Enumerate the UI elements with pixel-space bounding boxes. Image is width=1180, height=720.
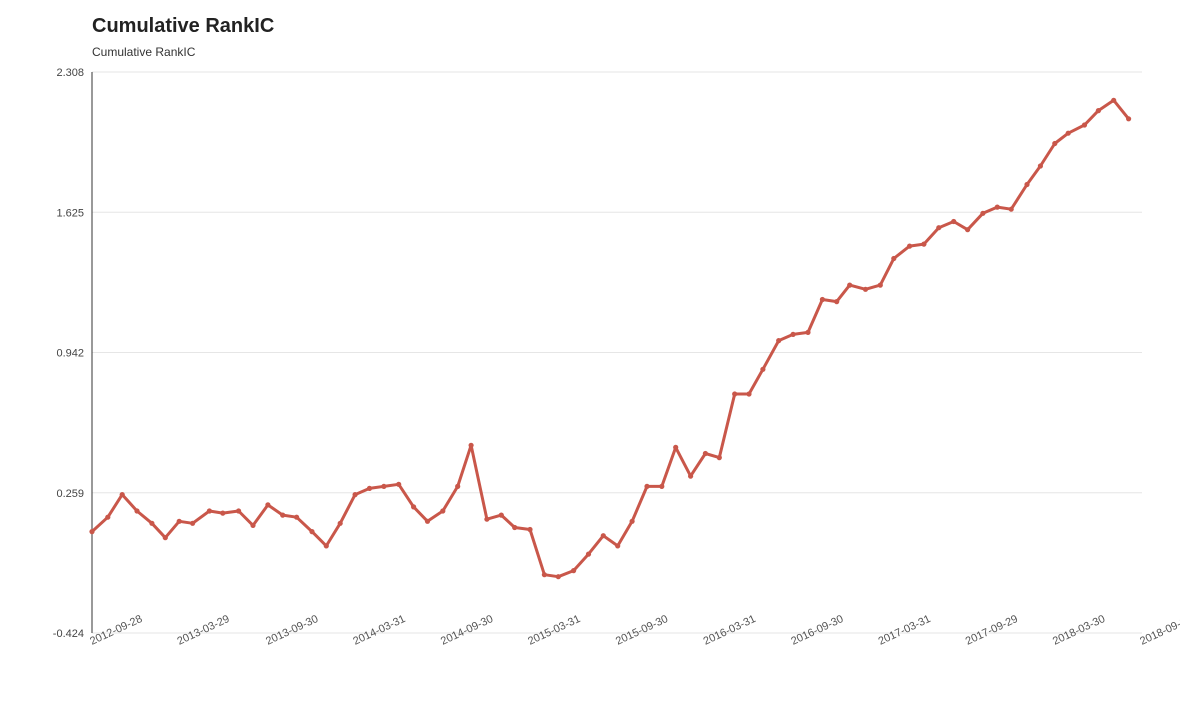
data-point[interactable] bbox=[206, 508, 212, 514]
data-point[interactable] bbox=[352, 492, 358, 498]
data-point[interactable] bbox=[847, 282, 853, 288]
data-point[interactable] bbox=[190, 520, 196, 526]
x-tick-label: 2013-09-30 bbox=[264, 613, 320, 648]
x-tick-label: 2018-09-28 bbox=[1138, 613, 1180, 648]
data-point[interactable] bbox=[688, 473, 694, 479]
data-point[interactable] bbox=[891, 255, 897, 262]
x-tick-label: 2017-09-29 bbox=[964, 613, 1020, 648]
data-point[interactable] bbox=[250, 522, 256, 529]
chart-title: Cumulative RankIC bbox=[92, 15, 275, 37]
data-point[interactable] bbox=[541, 572, 548, 578]
y-tick-label: 0.259 bbox=[56, 488, 84, 500]
data-point[interactable] bbox=[732, 391, 738, 397]
data-point[interactable] bbox=[294, 514, 300, 520]
data-point[interactable] bbox=[105, 514, 111, 520]
data-point[interactable] bbox=[629, 518, 635, 524]
y-tick-label: -0.424 bbox=[53, 628, 84, 640]
data-point[interactable] bbox=[396, 481, 402, 487]
x-tick-label: 2018-03-30 bbox=[1051, 613, 1107, 648]
x-tick-label: 2014-09-30 bbox=[439, 613, 495, 648]
data-point[interactable] bbox=[716, 455, 722, 461]
series-cumulative-rankic bbox=[89, 97, 1132, 580]
data-point[interactable] bbox=[89, 529, 95, 535]
data-point[interactable] bbox=[236, 508, 242, 514]
data-point[interactable] bbox=[659, 483, 665, 489]
data-point[interactable] bbox=[571, 568, 577, 574]
data-point[interactable] bbox=[411, 504, 417, 510]
data-point[interactable] bbox=[994, 204, 1000, 210]
x-tick-label: 2015-03-31 bbox=[526, 613, 582, 648]
data-point[interactable] bbox=[1095, 108, 1101, 114]
x-tick-label: 2017-03-31 bbox=[877, 613, 933, 648]
data-point[interactable] bbox=[337, 520, 343, 526]
data-point[interactable] bbox=[644, 483, 650, 489]
data-point[interactable] bbox=[702, 450, 709, 457]
data-point[interactable] bbox=[921, 241, 927, 247]
data-point[interactable] bbox=[585, 551, 592, 557]
series-line bbox=[90, 98, 1131, 579]
data-point[interactable] bbox=[1008, 206, 1014, 212]
x-tick-label: 2015-09-30 bbox=[614, 613, 670, 648]
data-point[interactable] bbox=[1024, 181, 1030, 188]
data-point[interactable] bbox=[790, 331, 796, 337]
data-point[interactable] bbox=[746, 391, 752, 397]
data-point[interactable] bbox=[484, 516, 490, 522]
data-point[interactable] bbox=[1111, 97, 1117, 103]
data-point[interactable] bbox=[498, 512, 504, 518]
data-point[interactable] bbox=[615, 543, 621, 549]
data-point[interactable] bbox=[907, 243, 913, 249]
data-point[interactable] bbox=[877, 282, 883, 288]
y-tick-label: 2.308 bbox=[56, 67, 84, 79]
data-point[interactable] bbox=[323, 543, 329, 549]
data-point[interactable] bbox=[134, 508, 140, 514]
x-tick-label: 2013-03-29 bbox=[175, 613, 231, 648]
data-point[interactable] bbox=[455, 483, 461, 489]
data-point[interactable] bbox=[862, 286, 869, 292]
x-tick-label: 2016-03-31 bbox=[702, 613, 758, 648]
data-point[interactable] bbox=[776, 338, 782, 344]
data-point[interactable] bbox=[936, 225, 942, 231]
data-point[interactable] bbox=[162, 535, 168, 541]
data-point[interactable] bbox=[980, 210, 986, 216]
data-point[interactable] bbox=[819, 296, 826, 303]
data-point[interactable] bbox=[1052, 140, 1058, 147]
data-point[interactable] bbox=[280, 512, 286, 518]
data-point[interactable] bbox=[265, 502, 271, 508]
data-point[interactable] bbox=[440, 508, 446, 514]
data-point[interactable] bbox=[805, 329, 811, 335]
y-tick-labels: 2.308 1.625 0.942 0.259 -0.424 bbox=[53, 67, 84, 640]
data-point[interactable] bbox=[760, 366, 766, 372]
x-tick-label: 2016-09-30 bbox=[789, 613, 845, 648]
data-point[interactable] bbox=[555, 574, 561, 580]
x-tick-label: 2014-03-31 bbox=[351, 613, 407, 648]
data-point[interactable] bbox=[366, 485, 373, 491]
data-point[interactable] bbox=[965, 227, 971, 233]
y-tick-label: 1.625 bbox=[56, 207, 84, 219]
data-point[interactable] bbox=[600, 533, 606, 539]
data-point[interactable] bbox=[527, 526, 533, 533]
data-point[interactable] bbox=[512, 524, 518, 531]
data-point[interactable] bbox=[468, 442, 474, 448]
data-point[interactable] bbox=[1126, 116, 1132, 122]
data-point[interactable] bbox=[309, 529, 315, 535]
grid-lines bbox=[92, 71, 1142, 634]
data-point[interactable] bbox=[1037, 163, 1043, 169]
data-point[interactable] bbox=[1065, 130, 1071, 136]
data-point[interactable] bbox=[424, 518, 431, 524]
data-point[interactable] bbox=[176, 518, 182, 524]
data-point[interactable] bbox=[673, 444, 679, 450]
chart-subtitle: Cumulative RankIC bbox=[92, 45, 196, 59]
data-point[interactable] bbox=[1081, 122, 1088, 128]
y-tick-label: 0.942 bbox=[56, 348, 84, 360]
data-point[interactable] bbox=[381, 483, 387, 489]
data-point[interactable] bbox=[834, 299, 840, 305]
x-tick-labels: 2012-09-28 2013-03-29 2013-09-30 2014-03-31… bbox=[88, 613, 1180, 648]
x-tick-label: 2012-09-28 bbox=[88, 613, 144, 648]
data-point[interactable] bbox=[119, 492, 125, 498]
data-point[interactable] bbox=[951, 218, 957, 225]
data-point[interactable] bbox=[149, 520, 155, 526]
data-point[interactable] bbox=[220, 510, 226, 516]
